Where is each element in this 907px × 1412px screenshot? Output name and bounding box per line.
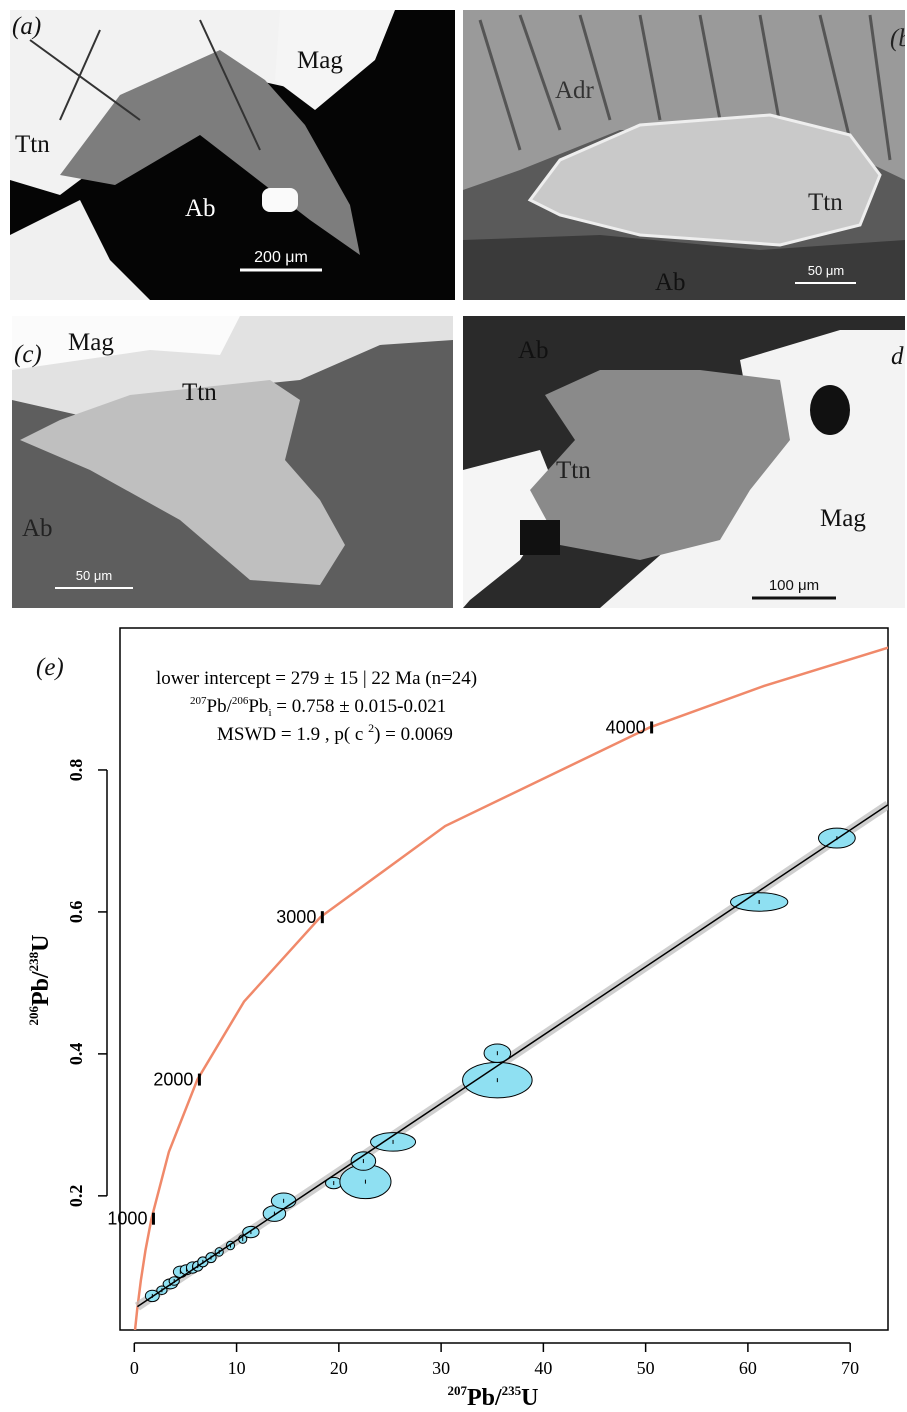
axis-label-part: Pb/ — [28, 971, 54, 1006]
scale-bar-label: 50 μm — [808, 263, 844, 278]
discordia-line — [137, 805, 888, 1307]
annotation: 207Pb/206Pbi = 0.758 ± 0.015-0.021 — [190, 695, 446, 719]
mineral-label: Mag — [820, 505, 866, 532]
age-label: 4000 — [606, 717, 646, 737]
mineral-label: Mag — [68, 329, 114, 356]
annotation-part: 206 — [232, 695, 249, 707]
panel-label: (b — [890, 25, 907, 52]
figure: (a) Mag Ttn Ab 200 μm (b Adr Ttn Ab 50 μ… — [0, 0, 907, 1412]
mineral-label: Ttn — [182, 379, 217, 406]
annotation-part: Pb/ — [207, 696, 233, 717]
y-axis-label: 206Pb/238U — [26, 934, 54, 1025]
y-tick-label: 0.2 — [66, 1185, 86, 1208]
scale-bar-label: 50 μm — [76, 568, 112, 583]
annotation-part: 207 — [190, 695, 207, 707]
panel-b: (b Adr Ttn Ab 50 μm — [463, 10, 907, 300]
x-tick-label: 60 — [739, 1358, 757, 1378]
axis-label-part: 206 — [26, 1006, 41, 1026]
mineral-label: Ttn — [556, 457, 591, 484]
axis-label-part: 238 — [26, 951, 41, 971]
x-tick-label: 20 — [330, 1358, 348, 1378]
axis-label-part: 207 — [447, 1383, 467, 1398]
annotation-part: MSWD = 1.9 , p( c — [217, 724, 368, 745]
annotation-part: Pb — [248, 696, 268, 717]
x-tick-label: 0 — [130, 1358, 139, 1378]
annotation: MSWD = 1.9 , p( c 2) = 0.0069 — [217, 721, 453, 745]
x-tick-label: 10 — [228, 1358, 246, 1378]
panel-d: d Ab Ttn Mag 100 μm — [463, 316, 905, 608]
plot-area — [134, 643, 903, 1338]
age-label: 1000 — [107, 1209, 147, 1229]
scale-bar-label: 200 μm — [254, 249, 308, 266]
age-label: 3000 — [276, 907, 316, 927]
y-tick-label: 0.8 — [66, 759, 86, 782]
panel-label: d — [891, 343, 904, 370]
x-tick-label: 40 — [534, 1358, 552, 1378]
axis-label-part: Pb/ — [467, 1385, 502, 1411]
x-tick-label: 70 — [841, 1358, 859, 1378]
axis-label-part: U — [521, 1385, 538, 1411]
panel-a: (a) Mag Ttn Ab 200 μm — [10, 10, 455, 300]
panel-label: (c) — [14, 341, 42, 368]
mineral-label: Ab — [518, 337, 549, 364]
mineral-label: Ttn — [15, 131, 50, 158]
y-tick-label: 0.4 — [66, 1043, 86, 1066]
x-axis-label: 207Pb/235U — [447, 1383, 538, 1411]
annotation: lower intercept = 279 ± 15 | 22 Ma (n=24… — [156, 668, 477, 689]
mineral-label: Ab — [22, 515, 53, 542]
x-tick-label: 30 — [432, 1358, 450, 1378]
mineral-label: Ttn — [808, 189, 843, 216]
panel-label: (a) — [12, 13, 41, 40]
scale-bar-label: 100 μm — [769, 577, 819, 594]
mineral-label: Adr — [555, 77, 595, 104]
mineral-label: Mag — [297, 47, 343, 74]
axis-label-part: U — [28, 934, 54, 951]
annotation-part: = 0.758 ± 0.015-0.021 — [272, 696, 447, 717]
age-label: 2000 — [153, 1070, 193, 1090]
mineral-label: Ab — [185, 195, 216, 222]
panel-c: (c) Mag Ttn Ab 50 μm — [12, 316, 453, 608]
axis-label-part: 235 — [502, 1383, 522, 1398]
y-tick-label: 0.6 — [66, 901, 86, 924]
panel-label: (e) — [36, 654, 64, 681]
mineral-label: Ab — [655, 269, 686, 296]
x-tick-label: 50 — [637, 1358, 655, 1378]
annotation-part: ) = 0.0069 — [374, 724, 453, 745]
